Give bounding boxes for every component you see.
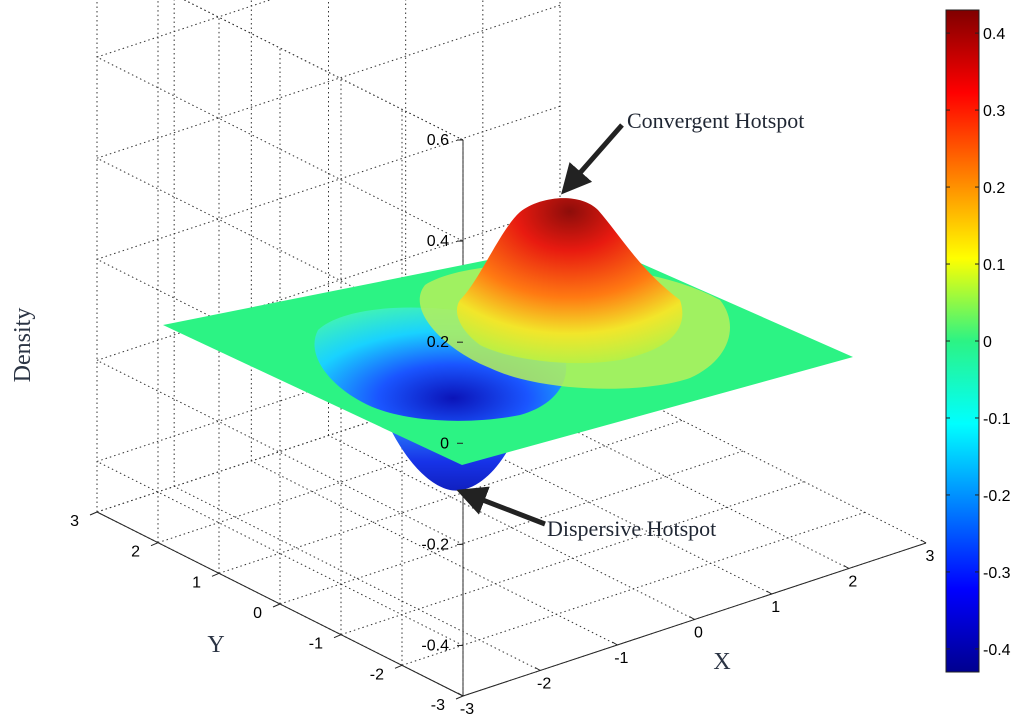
x-tick-label: -1 — [614, 650, 628, 667]
y-tick-mark — [211, 572, 220, 577]
x-tick-label: -2 — [537, 676, 551, 693]
z-tick-label: 0.4 — [427, 233, 449, 250]
z-tick-label: 0.2 — [427, 334, 449, 351]
x-tick-label: 3 — [926, 548, 935, 565]
left-wall-grid-line — [183, 0, 464, 141]
y-tick-mark — [150, 542, 159, 547]
z-tick-label: -0.4 — [421, 637, 449, 654]
convergent-annotation: Convergent Hotspot — [627, 108, 804, 133]
floor-grid-line — [559, 358, 927, 544]
x-axis-ticks: -3 -2 -1 0 1 2 3 — [457, 539, 935, 714]
y-tick-mark — [394, 664, 403, 669]
dispersive-annotation: Dispersive Hotspot — [547, 516, 716, 541]
x-tick-mark — [843, 565, 850, 569]
colorbar-tick-label: -0.2 — [983, 488, 1011, 505]
back-wall-grid-line — [96, 0, 272, 58]
colorbar — [945, 9, 980, 673]
dispersive-arrow — [456, 486, 546, 527]
floor-grid-line — [218, 419, 683, 574]
y-tick-label: 1 — [192, 574, 201, 591]
x-tick-mark — [766, 590, 772, 595]
y-tick-label: -2 — [370, 666, 384, 683]
y-tick-label: 3 — [70, 513, 79, 530]
z-tick-label: 0 — [440, 435, 449, 452]
y-tick-mark — [333, 634, 342, 639]
z-tick-label: 0.6 — [427, 132, 449, 149]
colorbar-ticks: 0.4 0.3 0.2 0.1 0 -0.1 -0.2 -0.3 -0.4 — [946, 26, 1011, 659]
y-tick-mark — [89, 511, 98, 516]
back-wall-grid-line — [96, 4, 561, 159]
y-tick-label: 2 — [131, 544, 140, 561]
left-wall-grid-line — [96, 359, 464, 545]
floor-grid-line — [401, 511, 866, 666]
y-tick-mark — [455, 695, 464, 700]
colorbar-tick-label: -0.1 — [983, 411, 1011, 428]
y-axis-label: Y — [207, 632, 224, 658]
x-tick-label: 2 — [848, 574, 857, 591]
x-tick-label: -3 — [460, 701, 474, 714]
convergent-arrow — [561, 123, 624, 195]
colorbar-tick-label: 0.2 — [983, 180, 1005, 197]
x-tick-mark — [612, 641, 618, 646]
floor-grid-line — [340, 481, 805, 636]
x-tick-mark — [534, 667, 541, 671]
y-tick-mark — [272, 603, 281, 608]
z-tick-label: -0.2 — [421, 536, 449, 553]
y-axis-ticks: -3 -2 -1 0 1 2 3 — [70, 511, 464, 714]
back-wall-grid-line — [96, 206, 561, 361]
convergent-peak — [456, 198, 683, 364]
left-wall-grid-line — [183, 0, 464, 141]
colorbar-tick-label: 0.3 — [983, 103, 1005, 120]
back-wall-grid-line — [96, 105, 561, 260]
x-axis-label: X — [713, 649, 730, 675]
x-tick-mark — [920, 539, 927, 544]
x-tick-label: 0 — [694, 625, 703, 642]
z-axis-ticks: -0.4 -0.2 0 0.2 0.4 0.6 — [421, 132, 463, 654]
left-wall-grid-line — [96, 461, 464, 646]
floor-grid-line — [279, 450, 744, 605]
y-tick-label: -3 — [431, 697, 445, 714]
left-wall-grid-line — [96, 56, 464, 242]
y-tick-label: -1 — [309, 636, 323, 653]
x-tick-mark — [457, 692, 464, 697]
y-tick-label: 0 — [253, 605, 262, 622]
colorbar-tick-label: 0.1 — [983, 257, 1005, 274]
z-axis-label: Density — [10, 308, 36, 383]
colorbar-tick-label: 0 — [983, 334, 992, 351]
colorbar-tick-label: -0.4 — [983, 642, 1011, 659]
x-tick-label: 1 — [771, 599, 780, 616]
colorbar-tick-label: 0.4 — [983, 26, 1005, 43]
colorbar-tick-label: -0.3 — [983, 565, 1011, 582]
x-tick-mark — [689, 616, 695, 620]
